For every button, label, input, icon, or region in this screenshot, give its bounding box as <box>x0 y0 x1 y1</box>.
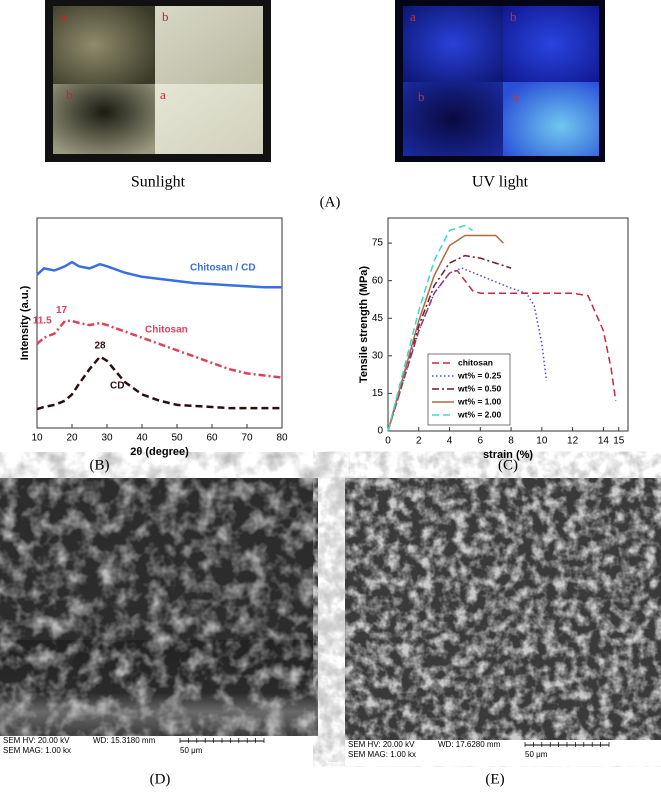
annotation: 28 <box>94 341 106 352</box>
sem-info-bar <box>345 740 661 766</box>
y-tick-label: 75 <box>372 238 384 249</box>
series-line <box>387 234 504 432</box>
x-axis-label: strain (%) <box>483 449 533 461</box>
legend-label: chitosan <box>458 357 493 367</box>
series-line <box>387 224 474 432</box>
photo-caption: UV light <box>472 174 529 191</box>
sem-info: SEM MAG: 1.00 kx <box>3 746 71 755</box>
sem-info: SEM MAG: 1.00 kx <box>348 750 416 759</box>
legend-label: wt% = 2.00 <box>457 409 502 419</box>
photo-region <box>403 82 503 156</box>
x-tick-label: 80 <box>276 433 288 444</box>
series-line <box>36 260 282 289</box>
sem-texture <box>345 478 661 740</box>
photo-label: a <box>512 89 518 104</box>
panel-label: (B) <box>90 457 110 473</box>
x-tick-label: 14 <box>598 436 610 447</box>
sem-d <box>0 478 318 762</box>
photo-region <box>503 6 599 82</box>
x-tick-label: 50 <box>171 433 183 444</box>
photo-label: a <box>410 9 416 24</box>
photo-region <box>403 6 503 82</box>
x-tick-label: 30 <box>101 433 113 444</box>
legend-box <box>427 353 511 426</box>
x-tick-label: 6 <box>478 436 484 447</box>
photo-label: b <box>418 89 425 104</box>
scale-label: 50 μm <box>525 750 548 759</box>
x-tick-label: 10 <box>536 436 548 447</box>
photo-region <box>503 82 599 156</box>
panel-label: (C) <box>498 457 518 473</box>
x-tick-label: 20 <box>66 433 78 444</box>
x-tick-label: 0 <box>385 436 391 447</box>
x-tick-label: 15 <box>613 436 625 447</box>
x-tick-label: 40 <box>136 433 148 444</box>
series-line <box>36 319 283 379</box>
x-tick-label: 8 <box>508 436 514 447</box>
photo-label: a <box>160 87 166 102</box>
y-tick-label: 0 <box>377 426 383 437</box>
y-axis-label: Tensile strength (MPa) <box>358 266 370 383</box>
sem-e <box>345 478 661 766</box>
photo-region <box>53 84 155 154</box>
panel-label: (D) <box>150 771 171 787</box>
sem-info: WD: 17.6280 mm <box>438 740 501 749</box>
series-label: Chitosan / CD <box>190 263 256 274</box>
panel-label: (E) <box>485 771 504 787</box>
annotation: 17 <box>56 305 68 316</box>
legend-label: wt% = 1.00 <box>457 396 502 406</box>
x-tick-label: 2 <box>416 436 422 447</box>
x-axis-label: 2θ (degree) <box>130 446 189 458</box>
x-tick-label: 12 <box>567 436 579 447</box>
series-line <box>36 354 282 411</box>
y-axis-label: Intensity (a.u.) <box>19 285 31 360</box>
photo-label: b <box>66 87 73 102</box>
photo-region <box>155 84 263 154</box>
photo-caption: Sunlight <box>131 174 186 191</box>
y-tick-label: 60 <box>372 275 384 286</box>
sem-info: WD: 15.3180 mm <box>93 736 156 745</box>
photo-label: b <box>510 9 517 24</box>
photo-sunlight <box>45 0 271 162</box>
plot-frame <box>36 217 283 429</box>
legend-label: wt% = 0.50 <box>457 383 502 393</box>
x-tick-label: 4 <box>447 436 453 447</box>
sem-info-bar <box>0 736 318 762</box>
photo-region <box>53 6 155 84</box>
plot-frame <box>387 217 629 432</box>
legend-label: wt% = 0.25 <box>457 370 502 380</box>
photo-uv <box>395 0 605 162</box>
photo-region <box>155 6 263 84</box>
y-tick-label: 15 <box>372 388 384 399</box>
x-tick-label: 70 <box>241 433 253 444</box>
series-line <box>387 267 548 432</box>
x-tick-label: 60 <box>206 433 218 444</box>
series-label: Chitosan <box>145 325 188 336</box>
photo-label: b <box>162 9 169 24</box>
y-tick-label: 30 <box>372 350 384 361</box>
x-tick-label: 10 <box>31 433 43 444</box>
panel-label: (A) <box>320 194 341 210</box>
sem-texture <box>0 478 318 736</box>
photo-label: a <box>60 9 66 24</box>
annotation: 11.5 <box>33 316 52 327</box>
sem-info: SEM HV: 20.00 kV <box>3 736 70 745</box>
series-label: CD <box>110 381 124 392</box>
sem-info: SEM HV: 20.00 kV <box>348 740 415 749</box>
y-tick-label: 45 <box>372 313 384 324</box>
scale-label: 50 μm <box>180 746 203 755</box>
